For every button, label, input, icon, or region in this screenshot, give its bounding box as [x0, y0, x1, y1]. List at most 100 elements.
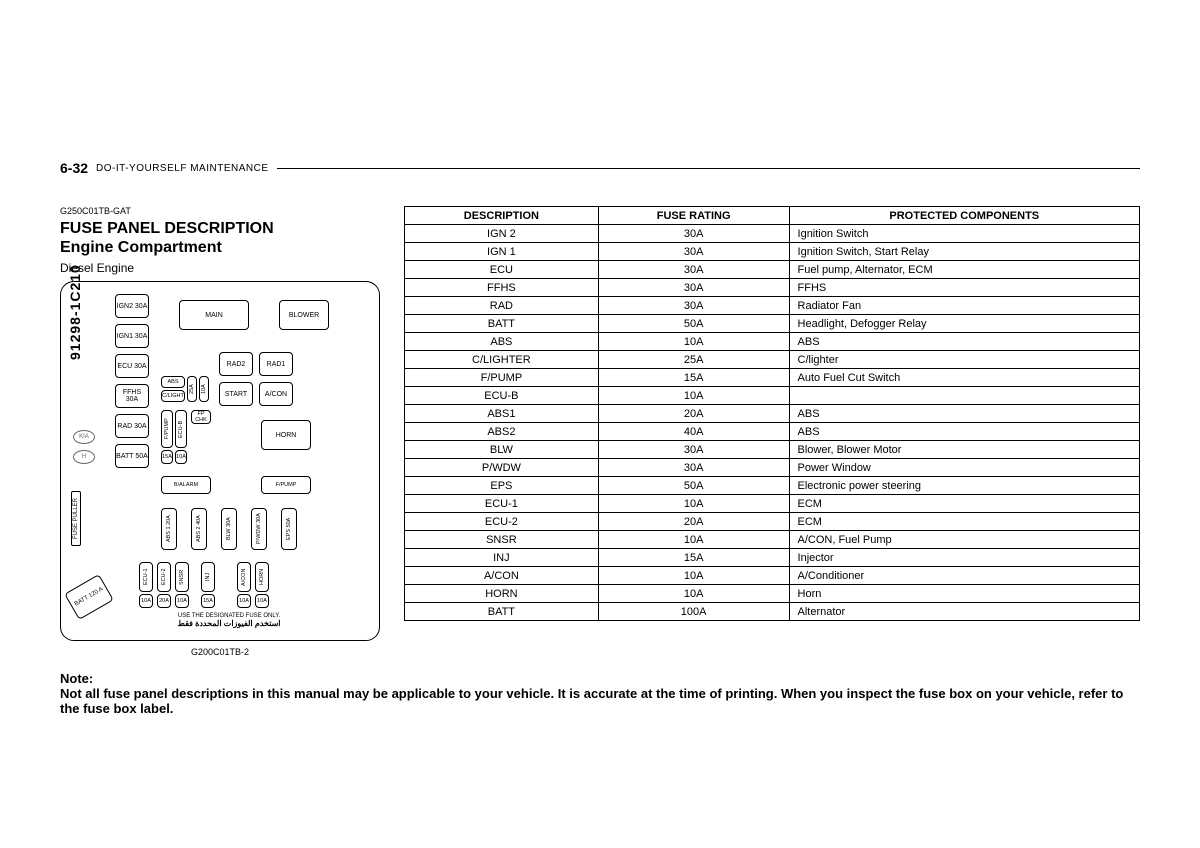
- use-designated-text: USE THE DESIGNATED FUSE ONLY. استخدم الف…: [129, 613, 329, 628]
- table-cell: BATT: [405, 315, 599, 333]
- table-cell: ECU-2: [405, 513, 599, 531]
- fuse-box-blw: BLW 30A: [221, 508, 237, 550]
- fuse-box-sm2: 10A: [199, 376, 209, 402]
- table-row: P/WDW30APower Window: [405, 459, 1140, 477]
- doc-code: G250C01TB-GAT: [60, 206, 380, 216]
- table-cell: Headlight, Defogger Relay: [789, 315, 1139, 333]
- fuse-box-pwdw: P/WDW 30A: [251, 508, 267, 550]
- table-row: ABS120AABS: [405, 405, 1140, 423]
- table-cell: 10A: [598, 531, 789, 549]
- table-cell: HORN: [405, 585, 599, 603]
- table-cell: RAD: [405, 297, 599, 315]
- fuse-box-main: MAIN: [179, 300, 249, 330]
- table-cell: ABS: [789, 423, 1139, 441]
- fuse-box-a15a: 15A: [201, 594, 215, 608]
- table-cell: A/CON: [405, 567, 599, 585]
- table-cell: IGN 1: [405, 243, 599, 261]
- table-cell: BLW: [405, 441, 599, 459]
- table-cell: 25A: [598, 351, 789, 369]
- table-row: FFHS30AFFHS: [405, 279, 1140, 297]
- logo-stack: KIA H: [73, 430, 95, 464]
- table-header: FUSE RATING: [598, 207, 789, 225]
- table-cell: 15A: [598, 369, 789, 387]
- table-cell: 10A: [598, 333, 789, 351]
- table-cell: 100A: [598, 603, 789, 621]
- fuse-box-sm1: 25A: [187, 376, 197, 402]
- table-cell: INJ: [405, 549, 599, 567]
- table-cell: 30A: [598, 297, 789, 315]
- fuse-box-ign2: IGN2 30A: [115, 294, 149, 318]
- table-cell: Blower, Blower Motor: [789, 441, 1139, 459]
- table-cell: Power Window: [789, 459, 1139, 477]
- fuse-box-balarm: B/ALARM: [161, 476, 211, 494]
- table-row: ECU-B10A: [405, 387, 1140, 405]
- table-row: A/CON10AA/Conditioner: [405, 567, 1140, 585]
- fuse-box-blower: BLOWER: [279, 300, 329, 330]
- table-cell: 20A: [598, 405, 789, 423]
- table-cell: Alternator: [789, 603, 1139, 621]
- table-row: BATT100AAlternator: [405, 603, 1140, 621]
- table-cell: F/PUMP: [405, 369, 599, 387]
- part-number: 91298-1C210: [67, 265, 83, 361]
- table-row: RAD30ARadiator Fan: [405, 297, 1140, 315]
- table-cell: ABS: [789, 405, 1139, 423]
- table-header: PROTECTED COMPONENTS: [789, 207, 1139, 225]
- fuse-panel-diagram: 91298-1C210 KIA H FUSE PULLER BATT 120 A…: [60, 281, 380, 641]
- fuse-box-a10b: 10A: [175, 594, 189, 608]
- fuse-box-rad: RAD 30A: [115, 414, 149, 438]
- table-cell: ECU-B: [405, 387, 599, 405]
- table-cell: Horn: [789, 585, 1139, 603]
- table-cell: P/WDW: [405, 459, 599, 477]
- fuse-box-a10a: 10A: [139, 594, 153, 608]
- table-cell: Injector: [789, 549, 1139, 567]
- kia-logo-icon: KIA: [73, 430, 95, 444]
- table-cell: 30A: [598, 243, 789, 261]
- header-rule: [277, 168, 1141, 169]
- table-row: ABS240AABS: [405, 423, 1140, 441]
- table-cell: ECM: [789, 513, 1139, 531]
- table-cell: [789, 387, 1139, 405]
- fuse-table: DESCRIPTIONFUSE RATINGPROTECTED COMPONEN…: [404, 206, 1140, 621]
- fuse-box-rad1: RAD1: [259, 352, 293, 376]
- table-cell: IGN 2: [405, 225, 599, 243]
- table-cell: ECU-1: [405, 495, 599, 513]
- table-cell: ECM: [789, 495, 1139, 513]
- table-cell: 10A: [598, 495, 789, 513]
- fuse-box-acon2: A/CON: [237, 562, 251, 592]
- fuse-box-ecu1: ECU-1: [139, 562, 153, 592]
- fuse-box-ecub-v: ECU-B: [175, 410, 187, 448]
- table-cell: 10A: [598, 387, 789, 405]
- table-cell: C/LIGHTER: [405, 351, 599, 369]
- section-name: DO-IT-YOURSELF MAINTENANCE: [96, 163, 268, 174]
- table-cell: Fuel pump, Alternator, ECM: [789, 261, 1139, 279]
- table-row: F/PUMP15AAuto Fuel Cut Switch: [405, 369, 1140, 387]
- figure-code: G200C01TB-2: [60, 647, 380, 657]
- fuse-box-clight: C/LIGHT: [161, 390, 185, 402]
- fuse-box-abs1: ABS 1 20A: [161, 508, 177, 550]
- table-cell: A/Conditioner: [789, 567, 1139, 585]
- table-cell: BATT: [405, 603, 599, 621]
- fuse-puller-label: FUSE PULLER: [71, 491, 81, 546]
- fuse-box-ecu: ECU 30A: [115, 354, 149, 378]
- fuse-box-a20a: 20A: [157, 594, 171, 608]
- page-header: 6-32 DO-IT-YOURSELF MAINTENANCE: [60, 160, 1140, 176]
- table-cell: 30A: [598, 261, 789, 279]
- table-cell: EPS: [405, 477, 599, 495]
- content-row: G250C01TB-GAT FUSE PANEL DESCRIPTION Eng…: [60, 206, 1140, 657]
- table-row: ECU-110AECM: [405, 495, 1140, 513]
- note-body: Not all fuse panel descriptions in this …: [60, 686, 1140, 716]
- fuse-box-eps: EPS 50A: [281, 508, 297, 550]
- fuse-box-ign1: IGN1 30A: [115, 324, 149, 348]
- fuse-box-abs2: ABS 2 40A: [191, 508, 207, 550]
- table-row: ECU-220AECM: [405, 513, 1140, 531]
- fuse-box-rad2: RAD2: [219, 352, 253, 376]
- fuse-box-acon: A/CON: [259, 382, 293, 406]
- table-cell: C/lighter: [789, 351, 1139, 369]
- fuse-box-horn: HORN: [261, 420, 311, 450]
- table-cell: 30A: [598, 459, 789, 477]
- fuse-box-sm4: 10A: [175, 450, 187, 464]
- table-row: EPS50AElectronic power steering: [405, 477, 1140, 495]
- title-line1: FUSE PANEL DESCRIPTION: [60, 219, 380, 238]
- table-cell: Auto Fuel Cut Switch: [789, 369, 1139, 387]
- note-title: Note:: [60, 671, 1140, 686]
